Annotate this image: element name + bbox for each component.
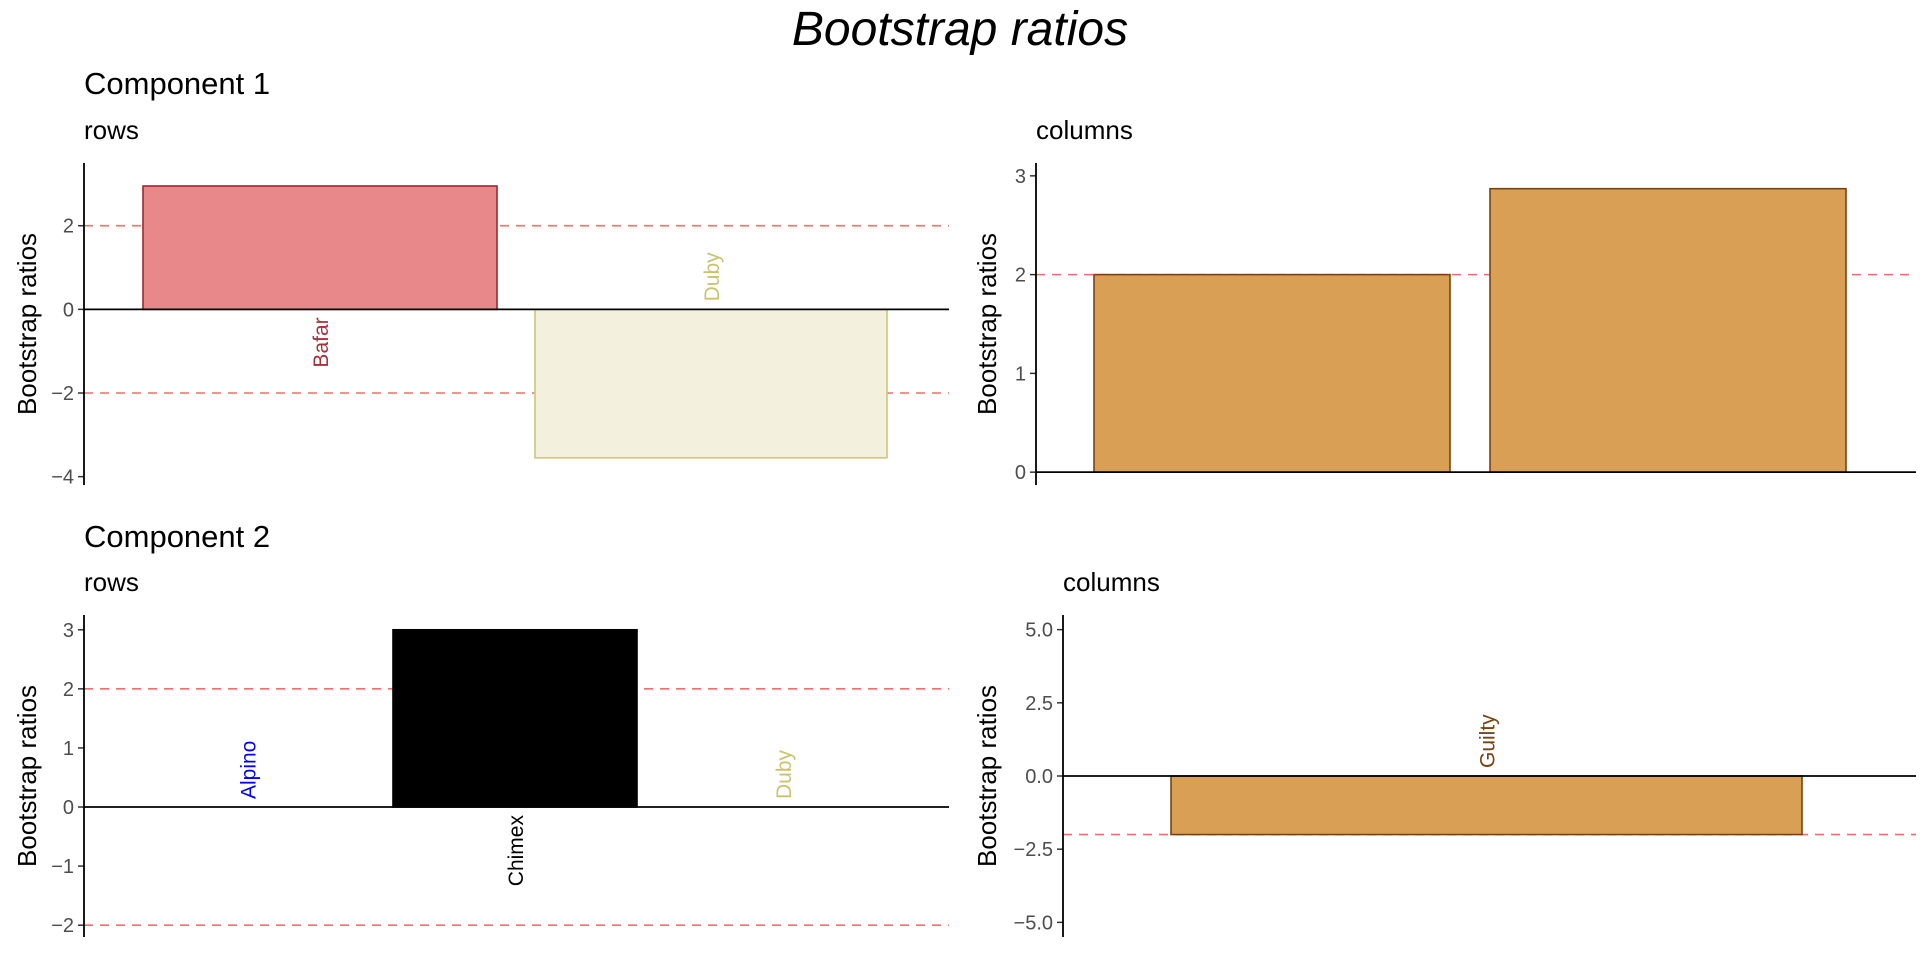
component-2-title: Component 2 — [84, 519, 271, 554]
y-tick-label: −1 — [51, 856, 74, 878]
bar-label-duby: Duby — [773, 749, 796, 799]
chart-c2-rows: Bootstrap ratios −2 −1 0 1 2 3 Alpino Chimex Duby — [12, 615, 949, 937]
bar-chimex — [392, 628, 638, 808]
panel-subtitle-c2-columns: columns — [1063, 567, 1160, 597]
bar-1 — [1093, 273, 1451, 473]
y-tick-label: 0.0 — [1025, 766, 1053, 788]
component-1-title: Component 1 — [84, 66, 271, 101]
y-tick-label: 0 — [1015, 462, 1026, 484]
y-tick-label: 2 — [63, 679, 74, 701]
y-axis-label: Bootstrap ratios — [12, 233, 42, 415]
y-tick-label: 0 — [63, 797, 74, 819]
panel-subtitle-c1-columns: columns — [1036, 115, 1133, 145]
y-axis-label: Bootstrap ratios — [12, 685, 42, 867]
panel-subtitle-c2-rows: rows — [84, 567, 139, 597]
bar-label-alpino: Alpino — [238, 741, 261, 799]
y-axis-label: Bootstrap ratios — [972, 685, 1002, 867]
figure-title: Bootstrap ratios — [791, 3, 1129, 56]
bar-2 — [1489, 187, 1847, 473]
y-tick-label: 5.0 — [1025, 620, 1053, 642]
bar-bafar — [142, 185, 498, 311]
y-tick-label: 1 — [63, 738, 74, 760]
y-tick-label: 2 — [1015, 265, 1026, 287]
chart-c1-rows: Bootstrap ratios −4 −2 0 2 Bafar Duby — [12, 163, 949, 489]
y-tick-label: −2 — [51, 915, 74, 937]
y-tick-label: 3 — [63, 620, 74, 642]
y-tick-label: −2 — [51, 383, 74, 405]
bar-label-duby: Duby — [701, 252, 724, 302]
bar-label-chimex: Chimex — [505, 815, 528, 887]
y-tick-label: 1 — [1015, 363, 1026, 385]
y-tick-label: 0 — [63, 299, 74, 321]
bar-label-bafar: Bafar — [310, 317, 333, 367]
bar-duby — [534, 308, 888, 459]
chart-c2-columns: Bootstrap ratios −5.0 −2.5 0.0 2.5 5.0 Guilty — [972, 615, 1916, 937]
y-tick-label: −4 — [51, 467, 74, 489]
y-tick-label: −5.0 — [1014, 912, 1053, 934]
y-tick-label: 2 — [63, 216, 74, 238]
bar-label-guilty: Guilty — [1477, 714, 1500, 768]
y-tick-label: −2.5 — [1014, 839, 1053, 861]
panel-subtitle-c1-rows: rows — [84, 115, 139, 145]
bar-guilty — [1170, 775, 1803, 836]
chart-c1-columns: Bootstrap ratios 0 1 2 3 — [972, 163, 1916, 485]
y-tick-label: 2.5 — [1025, 693, 1053, 715]
y-tick-label: 3 — [1015, 166, 1026, 188]
y-axis-label: Bootstrap ratios — [972, 233, 1002, 415]
